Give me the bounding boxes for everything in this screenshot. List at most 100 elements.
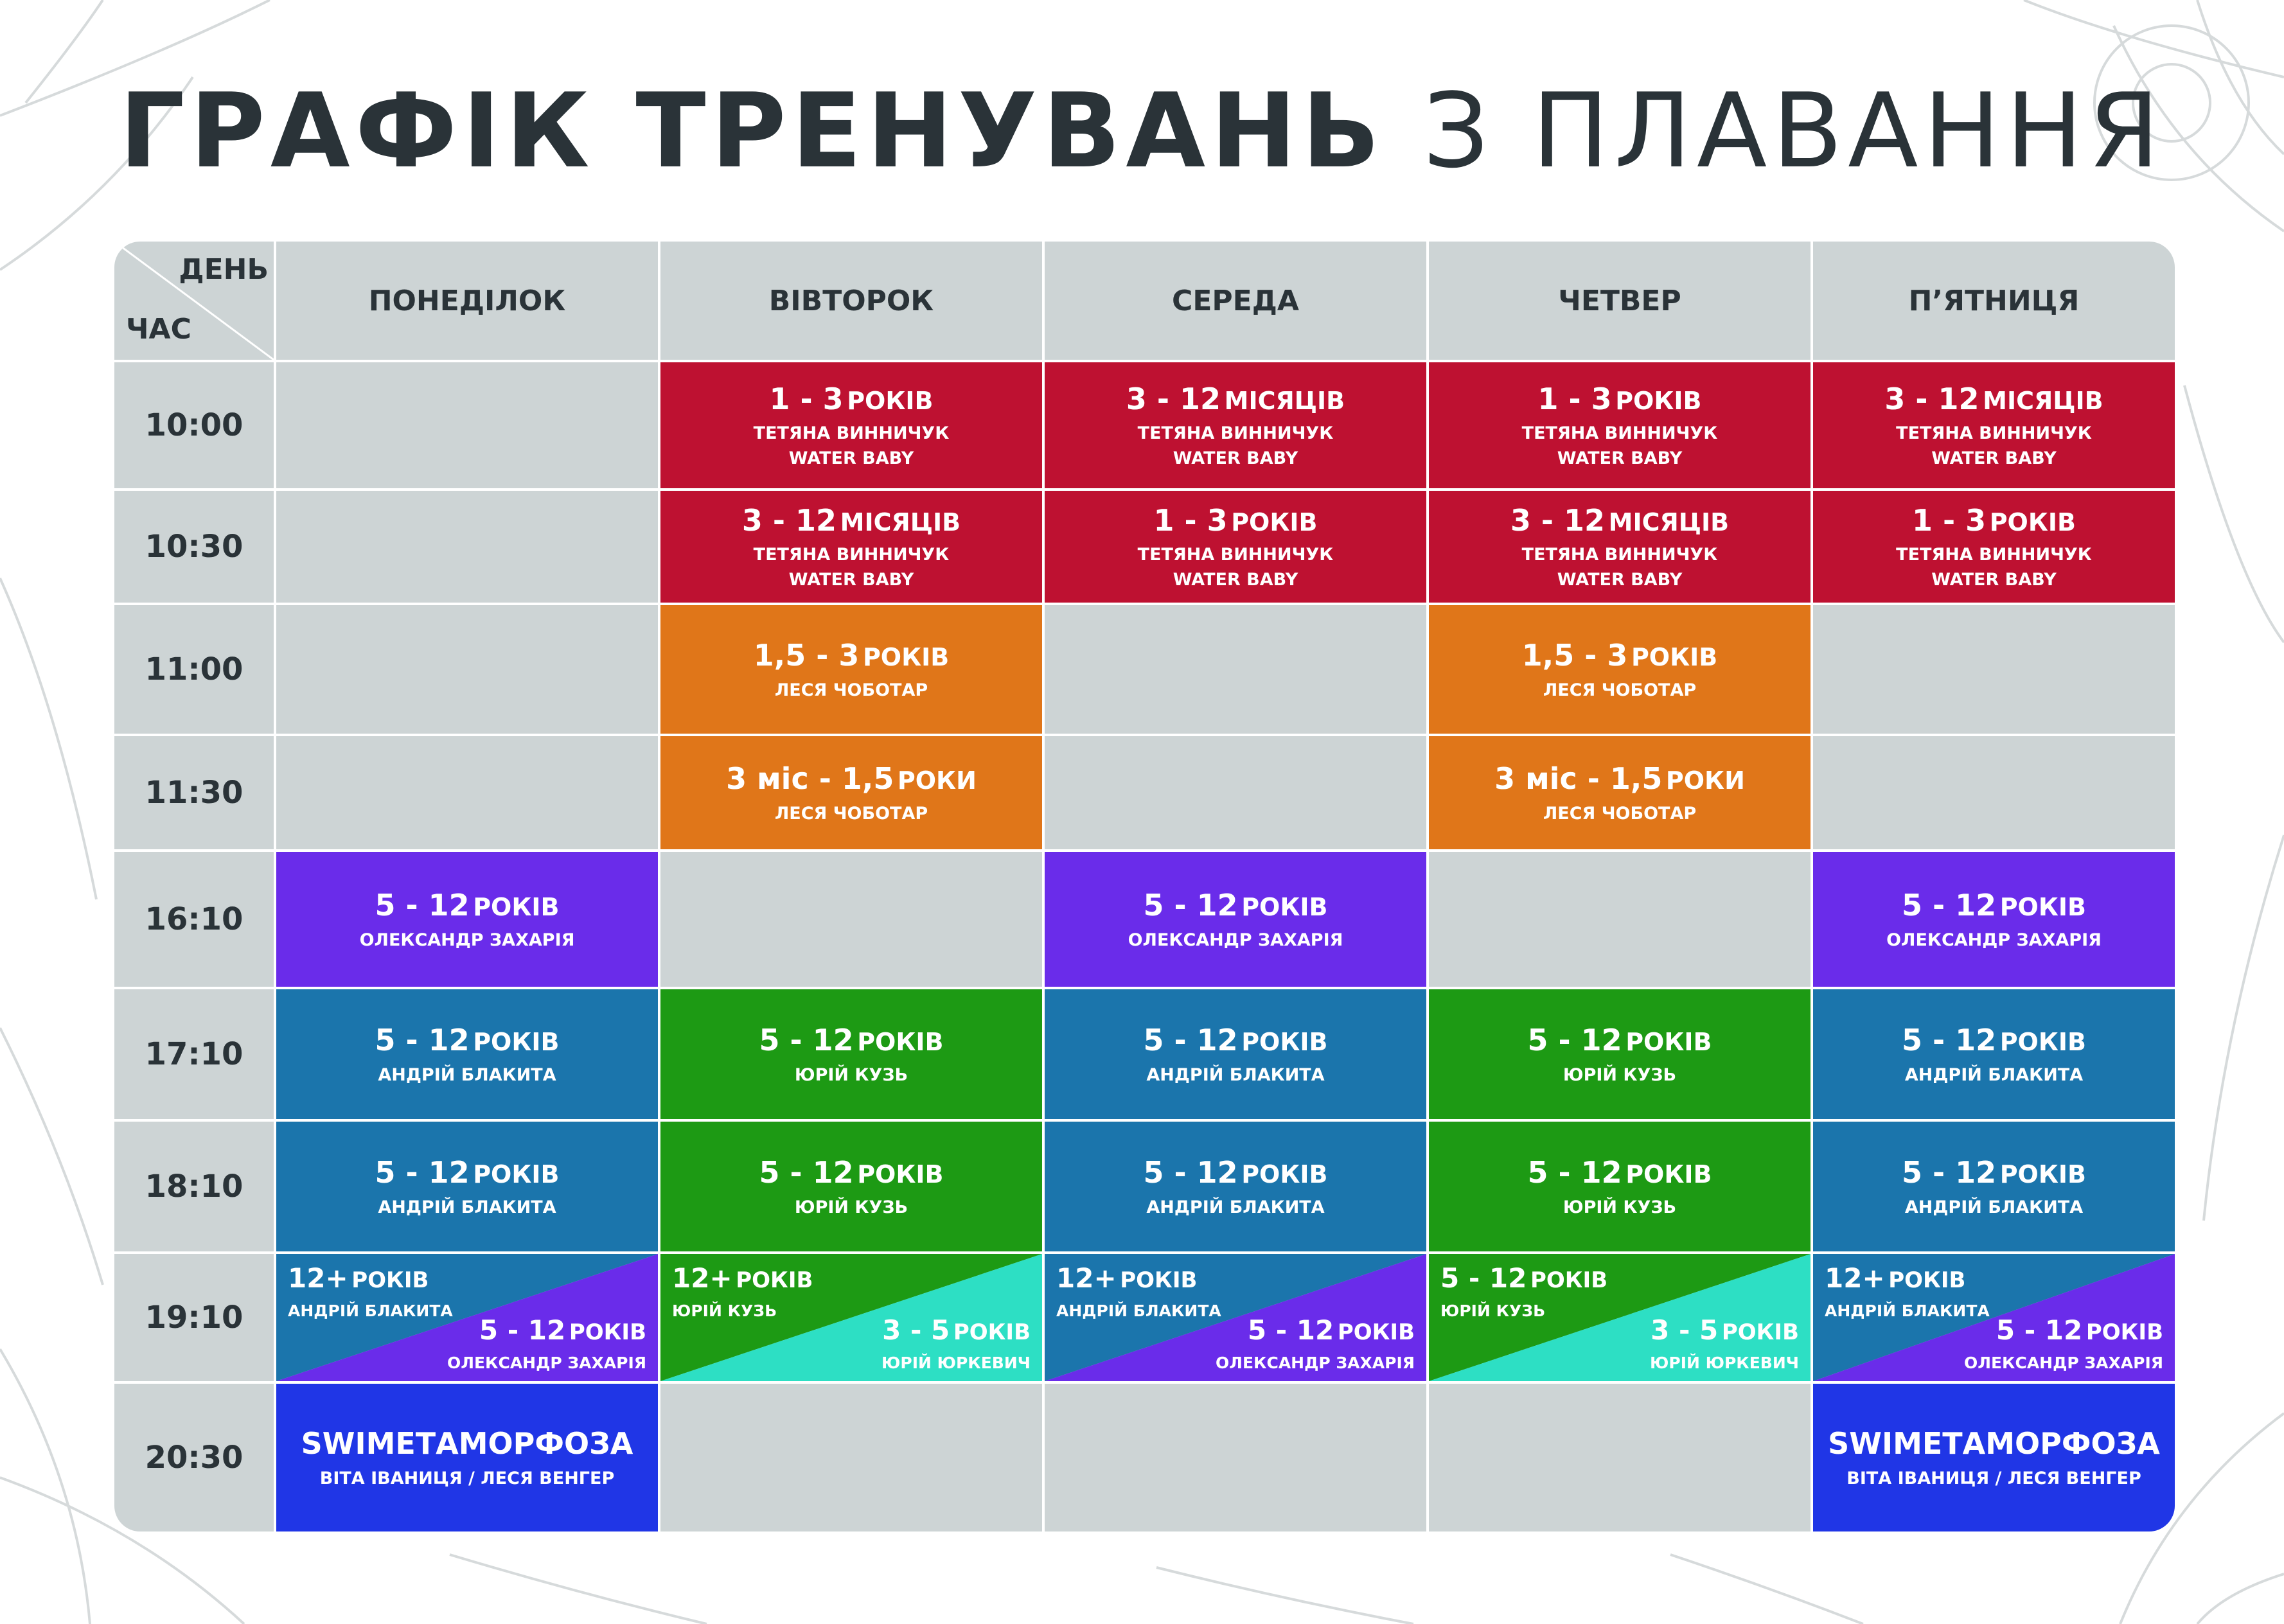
time-label: 18:10 [114,1122,274,1251]
session-coach: ТЕТЯНА ВИННИЧУК [1896,545,2092,565]
split-lower-session: 5 - 12 РОКІВ ОЛЕКСАНДР ЗАХАРІЯ [1963,1314,2163,1372]
time-label: 19:10 [114,1254,274,1381]
session-age-range: 5 - 12 [1901,1155,1997,1190]
session-cell: 3 міс - 1,5 РОКИ ЛЕСЯ ЧОБОТАР [1429,736,1810,849]
split-lower-triangle [276,1254,658,1381]
session-age: 5 - 12 РОКІВ [759,1156,943,1190]
time-label: 11:30 [114,736,274,849]
time-label: 16:10 [114,852,274,987]
session-age-range: 1,5 - 3 [753,638,860,673]
session-age-range: 5 - 12 [479,1314,566,1346]
session-coach: ТЕТЯНА ВИННИЧУК [1137,423,1334,444]
empty-cell [1045,736,1426,849]
session-age-range: 5 - 12 [1996,1314,2083,1346]
session-age: 5 - 12 РОКІВ [759,1023,943,1057]
split-upper-session: 12+ РОКІВ ЮРІЙ КУЗЬ [672,1262,813,1320]
corner-diagonal [114,242,274,360]
split-upper-session: 12+ РОКІВ АНДРІЙ БЛАКИТА [1056,1262,1221,1321]
split-lower-triangle [1429,1254,1810,1381]
empty-cell [660,1384,1042,1531]
session-cell: 3 - 12 МІСЯЦІВ ТЕТЯНА ВИННИЧУК WATER BABY [1429,491,1810,603]
session-age-range: 3 - 5 [1651,1314,1719,1346]
session-age: 1,5 - 3 РОКІВ [1522,639,1718,673]
time-label: 10:30 [114,491,274,603]
session-age-range: 5 - 12 [1247,1314,1334,1346]
session-age-unit: РОКІВ [857,1028,944,1057]
session-age: 5 - 12 РОКІВ [375,1156,559,1190]
session-age: 12+ РОКІВ [672,1262,813,1294]
session-age: 3 - 12 МІСЯЦІВ [1126,382,1345,416]
session-age: 5 - 12 РОКІВ [1440,1262,1607,1294]
session-age: 3 - 12 МІСЯЦІВ [1510,502,1729,538]
split-lower-session: 5 - 12 РОКІВ ОЛЕКСАНДР ЗАХАРІЯ [1216,1314,1415,1372]
split-cell-diagonal [1045,1254,1426,1381]
session-age-unit: РОКІВ [1999,1028,2087,1057]
session-cell: 1 - 3 РОКІВ ТЕТЯНА ВИННИЧУК WATER BABY [1045,491,1426,603]
split-lower-triangle [1045,1254,1426,1381]
session-coach: АНДРІЙ БЛАКИТА [378,1064,556,1085]
day-header: СЕРЕДА [1045,242,1426,360]
session-cell: 12+ РОКІВ АНДРІЙ БЛАКИТА 5 - 12 РОКІВ ОЛЕКС… [1813,1254,2175,1381]
session-coach: АНДРІЙ БЛАКИТА [1056,1302,1221,1321]
session-coach: ЛЕСЯ ЧОБОТАР [1543,680,1697,700]
session-age: SWIMЕТАМОРФОЗА [301,1427,633,1461]
session-cell: 5 - 12 РОКІВ ЮРІЙ КУЗЬ [660,989,1042,1119]
session-age-range: SWIMЕТАМОРФОЗА [1828,1426,2160,1461]
session-age-range: 5 - 12 [375,1023,470,1058]
session-age-range: 5 - 12 [1143,1023,1238,1058]
session-coach: ЛЕСЯ ЧОБОТАР [1543,803,1697,824]
session-age-unit: РОКІВ [1241,893,1328,922]
empty-cell [276,605,658,734]
time-label: 17:10 [114,989,274,1119]
session-age-unit: РОКІВ [473,893,560,922]
split-cell-diagonal [1429,1254,1810,1381]
session-age-range: 1 - 3 [1153,502,1228,538]
session-age-range: 3 - 12 [1510,502,1606,538]
session-age: 5 - 12 РОКІВ [1527,1023,1712,1057]
session-cell: 5 - 12 РОКІВ АНДРІЙ БЛАКИТА [1045,1122,1426,1251]
session-coach: ЛЕСЯ ЧОБОТАР [774,803,928,824]
corner-cell: ДЕНЬ ЧАС [114,242,274,360]
session-age-range: 3 - 12 [1126,381,1221,416]
split-upper-session: 5 - 12 РОКІВ ЮРІЙ КУЗЬ [1440,1262,1607,1320]
session-age-unit: РОКІВ [857,1160,944,1189]
session-age: 5 - 12 РОКІВ [1527,1156,1712,1190]
session-cell: 12+ РОКІВ АНДРІЙ БЛАКИТА 5 - 12 РОКІВ ОЛЕКС… [276,1254,658,1381]
session-age-unit: РОКІВ [1241,1028,1328,1057]
session-coach: ЮРІЙ КУЗЬ [794,1197,908,1217]
session-age-unit: РОКІВ [473,1028,560,1057]
empty-cell [1813,736,2175,849]
session-age: 5 - 12 РОКІВ [1902,888,2086,922]
session-age-range: 3 міс - 1,5 [726,761,894,797]
session-coach: АНДРІЙ БЛАКИТА [1146,1197,1325,1217]
session-age: 3 - 5 РОКІВ [1650,1314,1799,1346]
session-age-range: 1 - 3 [1537,381,1612,416]
session-coach: ОЛЕКСАНДР ЗАХАРІЯ [1128,930,1343,950]
session-age-unit: РОКІВ [473,1160,560,1189]
session-age-range: 1 - 3 [1911,502,1987,538]
day-header: ВІВТОРОК [660,242,1042,360]
session-coach: ТЕТЯНА ВИННИЧУК [753,423,950,444]
session-age-unit: РОКІВ [736,1267,813,1293]
split-lower-session: 3 - 5 РОКІВ ЮРІЙ ЮРКЕВИЧ [881,1314,1031,1372]
session-age-unit: РОКІВ [847,386,934,415]
split-lower-triangle [660,1254,1042,1381]
session-age: 5 - 12 РОКІВ [375,888,559,922]
session-coach: ОЛЕКСАНДР ЗАХАРІЯ [359,930,575,950]
session-cell: 5 - 12 РОКІВ ЮРІЙ КУЗЬ 3 - 5 РОКІВ ЮРІЙ ЮРК… [1429,1254,1810,1381]
split-lower-session: 5 - 12 РОКІВ ОЛЕКСАНДР ЗАХАРІЯ [447,1314,646,1372]
session-age-unit: МІСЯЦІВ [1983,386,2103,415]
session-age: 5 - 12 РОКІВ [1143,1156,1327,1190]
session-age: 12+ РОКІВ [1056,1262,1221,1294]
session-age-unit: РОКІВ [351,1267,429,1293]
time-label: 11:00 [114,605,274,734]
session-coach: АНДРІЙ БЛАКИТА [1146,1064,1325,1085]
session-cell: SWIMЕТАМОРФОЗА ВІТА ІВАНИЦЯ / ЛЕСЯ ВЕНГЕ… [1813,1384,2175,1531]
session-coach: ЮРІЙ ЮРКЕВИЧ [1650,1354,1799,1372]
session-coach: ЮРІЙ КУЗЬ [794,1064,908,1085]
session-age: 5 - 12 РОКІВ [1902,1156,2086,1190]
session-cell: 12+ РОКІВ ЮРІЙ КУЗЬ 3 - 5 РОКІВ ЮРІЙ ЮРКЕВИ… [660,1254,1042,1381]
session-age-unit: РОКІВ [1721,1319,1799,1345]
session-cell: 5 - 12 РОКІВ ОЛЕКСАНДР ЗАХАРІЯ [1813,852,2175,987]
session-coach: ОЛЕКСАНДР ЗАХАРІЯ [1963,1354,2163,1372]
